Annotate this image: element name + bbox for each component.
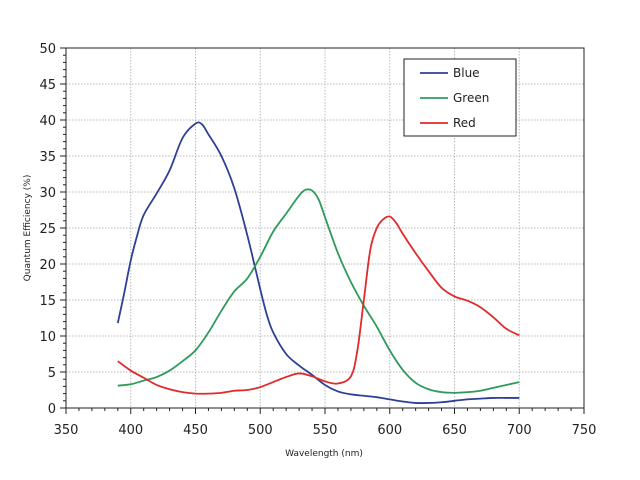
y-tick-label: 10 xyxy=(39,330,56,345)
y-tick-label: 25 xyxy=(39,222,56,237)
legend-label-blue: Blue xyxy=(453,66,480,80)
y-tick-label: 40 xyxy=(39,114,56,129)
tick-labels: 350 400 450 500 550 600 650 700 750 0 5 10 15 20 25 30 3… xyxy=(39,42,596,438)
legend-label-green: Green xyxy=(453,91,489,105)
y-tick-label: 0 xyxy=(48,402,56,417)
x-tick-label: 400 xyxy=(118,423,143,438)
y-tick-label: 50 xyxy=(39,42,56,57)
x-tick-label: 500 xyxy=(248,423,273,438)
y-tick-label: 15 xyxy=(39,294,56,309)
series-line-green xyxy=(117,188,520,394)
x-tick-label: 650 xyxy=(442,423,467,438)
x-tick-label: 350 xyxy=(54,423,79,438)
legend: Blue Green Red xyxy=(403,58,517,137)
y-tick-label: 5 xyxy=(48,366,56,381)
y-tick-label: 20 xyxy=(39,258,56,273)
x-tick-label: 450 xyxy=(183,423,208,438)
x-tick-label: 550 xyxy=(313,423,338,438)
y-axis-label: Quantum Efficiency (%) xyxy=(23,175,33,282)
x-tick-label: 600 xyxy=(377,423,402,438)
series-line-blue xyxy=(116,121,520,404)
legend-label-red: Red xyxy=(453,116,476,130)
series-line-red xyxy=(117,215,520,395)
x-tick-label: 750 xyxy=(572,423,597,438)
axes xyxy=(60,47,585,414)
y-tick-label: 30 xyxy=(39,186,56,201)
x-tick-label: 700 xyxy=(507,423,532,438)
y-tick-label: 45 xyxy=(39,78,56,93)
series-lines xyxy=(116,121,520,404)
x-axis-label: Wavelength (nm) xyxy=(285,449,363,459)
y-tick-label: 35 xyxy=(39,150,56,165)
